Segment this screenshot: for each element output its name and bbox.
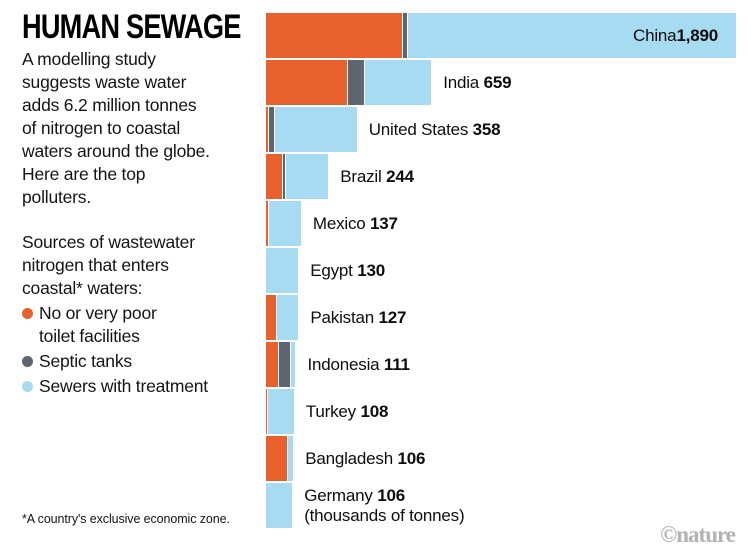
bar-segment bbox=[401, 13, 407, 58]
country-value: 659 bbox=[483, 72, 512, 92]
country-name: Indonesia bbox=[307, 354, 384, 374]
country-name: Pakistan bbox=[310, 307, 379, 327]
bar-segment bbox=[268, 201, 301, 246]
page-title: HUMAN SEWAGE bbox=[22, 8, 241, 46]
left-column: HUMAN SEWAGE A modelling study suggests … bbox=[22, 10, 262, 400]
bar-segment bbox=[282, 154, 286, 199]
country-name: United States bbox=[368, 119, 473, 139]
bar-label: Turkey 108 bbox=[305, 401, 389, 422]
country-value: 137 bbox=[370, 213, 398, 233]
nature-credit: ©nature bbox=[660, 522, 736, 547]
country-name: Turkey bbox=[305, 401, 361, 421]
stacked-bar bbox=[266, 201, 301, 246]
bar-segment bbox=[266, 342, 278, 387]
bar-segment bbox=[266, 60, 347, 105]
stacked-bar: China 1,890 bbox=[266, 13, 736, 58]
legend-item-label: Septic tanks bbox=[39, 351, 132, 371]
stacked-bar bbox=[266, 248, 299, 293]
country-name: Brazil bbox=[340, 166, 387, 186]
stacked-bar bbox=[266, 483, 293, 528]
country-value: 127 bbox=[378, 307, 407, 327]
country-name: Germany bbox=[304, 485, 378, 505]
chart-row: Germany 106 (thousands of tonnes) bbox=[266, 483, 736, 528]
legend-dot-icon bbox=[22, 356, 33, 367]
bar-label: China 1,890 bbox=[633, 13, 718, 58]
chart-row: Bangladesh 106 bbox=[266, 436, 736, 481]
unit-note: (thousands of tonnes) bbox=[304, 505, 465, 525]
bar-label: Brazil 244 bbox=[340, 167, 414, 187]
country-value: 106 bbox=[397, 448, 426, 468]
stacked-bar bbox=[266, 295, 299, 340]
chart-row: United States 358 bbox=[266, 107, 736, 152]
country-name: Mexico bbox=[312, 213, 371, 233]
chart-row: Indonesia 111 bbox=[266, 342, 736, 387]
bar-label: United States 358 bbox=[369, 120, 501, 140]
legend-item: Septic tanks bbox=[22, 350, 262, 373]
country-value: 130 bbox=[357, 260, 385, 280]
bar-segment bbox=[266, 13, 402, 58]
legend: No or very poor toilet facilities Septic … bbox=[22, 302, 262, 398]
country-name: India bbox=[443, 72, 484, 92]
bar-label: Egypt 130 bbox=[310, 261, 385, 281]
chart-row: Pakistan 127 bbox=[266, 295, 736, 340]
country-name: Bangladesh bbox=[305, 448, 398, 468]
chart-row: Brazil 244 bbox=[266, 154, 736, 199]
bar-segment bbox=[347, 60, 365, 105]
legend-item: Sewers with treatment bbox=[22, 375, 262, 398]
chart-row: Mexico 137 bbox=[266, 201, 736, 246]
intro-text: A modelling study suggests waste water a… bbox=[22, 49, 210, 207]
bar-segment bbox=[266, 201, 269, 246]
legend-dot-icon bbox=[22, 381, 33, 392]
bar-segment bbox=[364, 60, 432, 105]
chart-row: Turkey 108 bbox=[266, 389, 736, 434]
country-name: China bbox=[633, 25, 677, 45]
bar-segment bbox=[266, 248, 299, 293]
bar-segment bbox=[266, 436, 287, 481]
legend-item: No or very poor toilet facilities bbox=[22, 302, 262, 348]
bar-segment bbox=[266, 295, 276, 340]
bar-segment bbox=[266, 154, 283, 199]
bar-label: Mexico 137 bbox=[313, 214, 398, 234]
bar-segment bbox=[289, 342, 296, 387]
country-value: 358 bbox=[472, 119, 501, 139]
country-name: Egypt bbox=[310, 260, 358, 280]
country-value: 108 bbox=[360, 401, 389, 421]
stacked-bar bbox=[266, 436, 294, 481]
country-value: 1,890 bbox=[676, 25, 718, 45]
legend-item-label: Sewers with treatment bbox=[39, 376, 208, 396]
bar-label: Indonesia 111 bbox=[307, 354, 410, 375]
country-value: 111 bbox=[383, 354, 410, 374]
stacked-bar bbox=[266, 342, 296, 387]
legend-dot-icon bbox=[22, 308, 33, 319]
bar-label: Pakistan 127 bbox=[310, 308, 406, 328]
chart-row: China 1,890 bbox=[266, 13, 736, 58]
bar-label: India 659 bbox=[443, 73, 511, 93]
bar-segment bbox=[277, 342, 290, 387]
chart-row: Egypt 130 bbox=[266, 248, 736, 293]
bar-segment bbox=[285, 154, 329, 199]
bar-segment bbox=[275, 295, 299, 340]
bar-segment bbox=[268, 107, 274, 152]
country-value: 244 bbox=[386, 166, 414, 186]
bar-segment bbox=[267, 389, 294, 434]
bar-segment bbox=[266, 483, 293, 528]
chart-row: India 659 bbox=[266, 60, 736, 105]
bar-segment bbox=[266, 389, 267, 434]
stacked-bar bbox=[266, 154, 329, 199]
legend-heading: Sources of wastewater nitrogen that ente… bbox=[22, 232, 195, 298]
legend-item-label: No or very poor toilet facilities bbox=[39, 303, 157, 346]
stacked-bar bbox=[266, 389, 294, 434]
bar-label: Bangladesh 106 bbox=[305, 449, 425, 469]
bar-segment bbox=[406, 13, 736, 58]
footnote: *A country's exclusive economic zone. bbox=[22, 512, 230, 526]
stacked-bar bbox=[266, 60, 432, 105]
country-value: 106 bbox=[377, 485, 405, 505]
bar-segment bbox=[287, 436, 294, 481]
bar-chart: China 1,890 India 659 United States 358 Bra… bbox=[266, 13, 736, 530]
bar-segment bbox=[273, 107, 357, 152]
bar-label: Germany 106 (thousands of tonnes) bbox=[304, 486, 464, 526]
bar-segment bbox=[266, 107, 268, 152]
stacked-bar bbox=[266, 107, 357, 152]
